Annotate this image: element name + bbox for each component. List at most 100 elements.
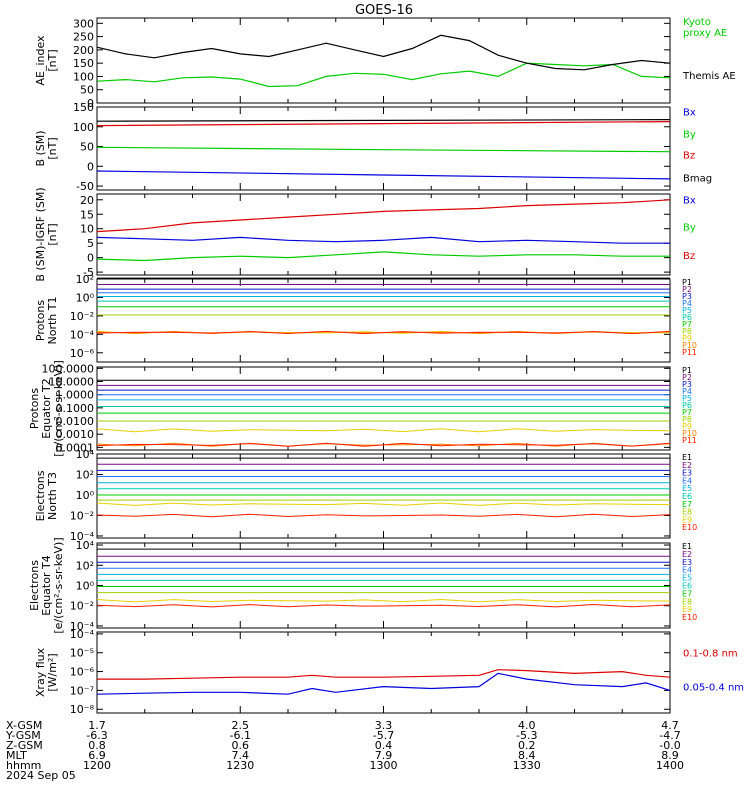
bottom-row-value: 4.7	[661, 719, 679, 732]
panel-bsm: -50 0 50 100 150 B (SM)[nT] Bx By Bz Bmag	[34, 101, 712, 193]
y-axis-label: B (SM)[nT]	[34, 130, 59, 166]
y-tick-label: 10⁴	[76, 448, 95, 461]
y-tick-label: 15	[80, 208, 94, 221]
channel-label-p4: P4	[682, 299, 692, 308]
y-tick-label: 10⁻⁴	[70, 328, 95, 341]
date-label: 2024 Sep 05	[6, 769, 76, 782]
y-tick-label: 10⁻²	[70, 310, 94, 323]
bottom-row-value: -6.3	[86, 729, 107, 742]
series-line-0.1-0.8-nm	[97, 669, 671, 680]
bottom-row-value: 0.6	[232, 739, 250, 752]
panel-enorth: 10⁻⁴ 10⁻² 10⁰ 10² 10⁴ ElectronsNorth T3 E1E2E3…	[34, 448, 697, 543]
channel-label-p8: P8	[682, 327, 692, 336]
channel-label-e2: E2	[682, 550, 692, 559]
series-line-by	[96, 146, 671, 153]
channel-line-e10	[96, 603, 671, 608]
y-tick-label: 50	[80, 84, 94, 97]
legend-entry: Bmag	[683, 174, 712, 185]
bottom-row-value: 1230	[226, 759, 254, 772]
channel-label-p8: P8	[682, 415, 692, 424]
bottom-row-value: 8.4	[518, 749, 536, 762]
y-tick-label: 10²	[76, 273, 94, 286]
channel-label-p6: P6	[682, 313, 692, 322]
panel-frame	[96, 278, 671, 363]
bottom-row-value: 1200	[83, 759, 111, 772]
y-tick-label: 10⁻⁴	[70, 628, 95, 641]
channel-label-e9: E9	[682, 515, 692, 524]
series-line-kyoto-proxy-ae	[96, 62, 671, 88]
channel-label-p11: P11	[682, 436, 697, 445]
bottom-row-value: 7.9	[375, 749, 393, 762]
y-tick-label: 10⁻⁴	[70, 530, 95, 543]
y-tick-label: 10⁻⁶	[70, 666, 95, 679]
legend-entry: By	[683, 222, 696, 233]
y-axis-label: AE_index[nT]	[34, 35, 59, 86]
channel-line-e10	[96, 513, 671, 518]
channel-label-p7: P7	[682, 320, 692, 329]
y-tick-label: -5	[83, 266, 94, 279]
series-line-0.05-0.4-nm	[96, 672, 671, 695]
y-tick-label: 10⁰	[76, 580, 95, 593]
channel-label-p11: P11	[682, 348, 697, 357]
bottom-row-value: -0.0	[659, 739, 680, 752]
y-tick-label: 10	[80, 223, 94, 236]
channel-label-p7: P7	[682, 408, 692, 417]
y-tick-label: 10⁻⁷	[70, 684, 94, 697]
y-tick-label: 0	[87, 97, 94, 110]
channel-label-p5: P5	[682, 394, 692, 403]
series-line-bz	[96, 121, 671, 127]
legend-entry: Bz	[683, 251, 695, 262]
y-axis-label: Xray flux[W/m²]	[34, 647, 59, 697]
channel-line-e9	[96, 598, 671, 603]
y-tick-label: 10²	[76, 468, 94, 481]
channel-label-p1: P1	[682, 278, 692, 287]
y-tick-label: 1.0000	[56, 389, 95, 402]
channel-label-e2: E2	[682, 461, 692, 470]
bottom-axis-table: X-GSM 1.7 2.5 3.3 4.0 4.7 Y-GSM -6.3 -6.1 -5.7 -5.…	[5, 719, 684, 782]
y-tick-label: 150	[73, 101, 94, 114]
bottom-row-value: 0.4	[375, 739, 393, 752]
y-tick-label: 10⁻²	[70, 509, 94, 522]
channel-label-p9: P9	[682, 334, 692, 343]
y-tick-label: 50	[80, 141, 94, 154]
y-tick-label: 250	[73, 31, 94, 44]
y-tick-label: 10⁻⁵	[70, 647, 94, 660]
y-tick-label: 0.0100	[56, 415, 95, 428]
panel-frame	[96, 193, 671, 276]
y-tick-label: 150	[73, 57, 94, 70]
channel-label-e1: E1	[682, 453, 692, 462]
channel-label-e3: E3	[682, 469, 692, 478]
channel-label-e8: E8	[682, 508, 692, 517]
bottom-row-label: MLT	[6, 749, 27, 762]
y-axis-label: B (SM)-IGRF (SM)[nT]	[34, 187, 59, 281]
bottom-row-value: 0.2	[518, 739, 536, 752]
channel-label-e7: E7	[682, 589, 692, 598]
channel-label-e5: E5	[682, 484, 692, 493]
y-tick-label: 10⁻⁶	[70, 347, 95, 360]
channel-label-p2: P2	[682, 285, 692, 294]
bottom-row-value: 2.5	[232, 719, 250, 732]
bottom-row-label: Y-GSM	[5, 729, 41, 742]
y-tick-label: 100	[73, 121, 94, 134]
channel-label-e9: E9	[682, 605, 692, 614]
channel-label-p3: P3	[682, 380, 692, 389]
bottom-row-value: 8.9	[661, 749, 679, 762]
legend-entry: Themis AE	[682, 71, 736, 82]
channel-line-p9	[96, 428, 671, 433]
panel-frame	[96, 453, 671, 539]
y-tick-label: 10⁴	[76, 539, 95, 552]
channel-label-e10: E10	[682, 523, 697, 532]
series-line-bmag	[96, 119, 671, 122]
channel-label-p2: P2	[682, 373, 692, 382]
y-tick-label: 10⁻²	[70, 600, 94, 613]
bottom-row-label: hhmm	[6, 759, 41, 772]
y-tick-label: 10.0000	[49, 375, 95, 388]
bottom-row-value: -4.7	[659, 729, 680, 742]
channel-label-e8: E8	[682, 597, 692, 606]
panel-eequator: 10⁻⁴ 10⁻² 10⁰ 10² 10⁴ ElectronsEquator T4[e/(…	[28, 537, 697, 633]
y-tick-label: 100	[73, 70, 94, 83]
